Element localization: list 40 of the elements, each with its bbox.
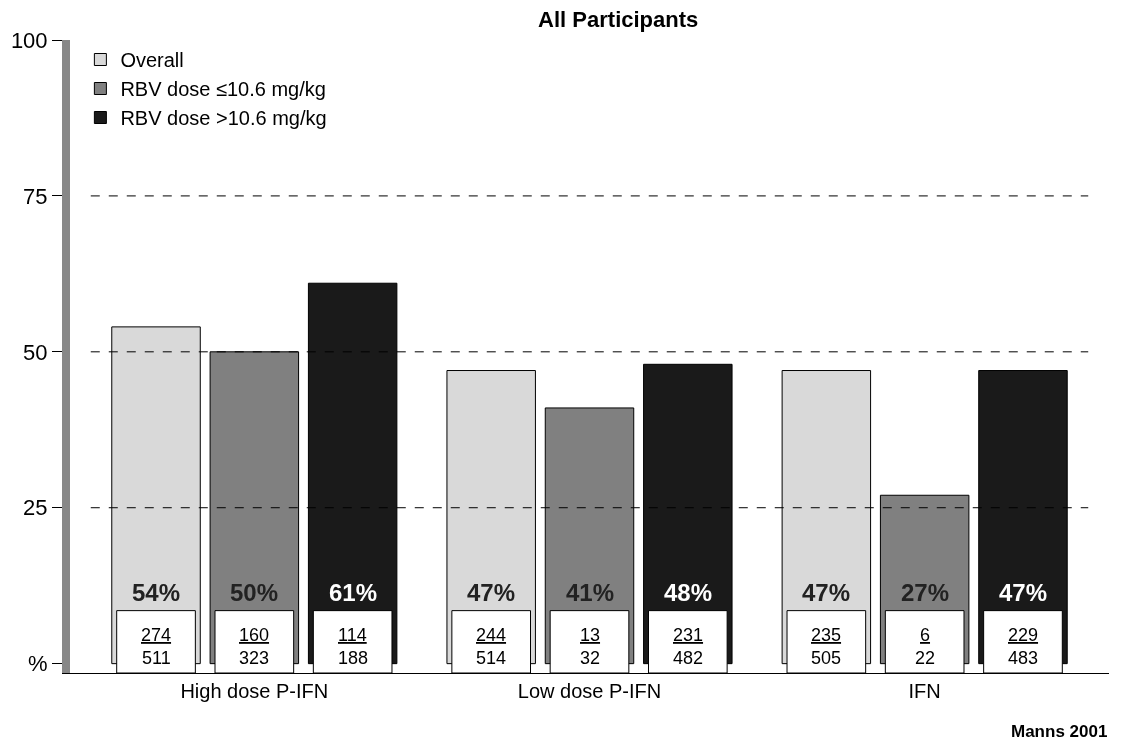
data-label: 54% [132,579,181,606]
annotation: 188 [338,648,369,668]
annotation: 13 [580,625,601,645]
data-label: 47% [999,579,1048,606]
x-tick-label: Low dose P-IFN [517,680,662,702]
y-tick-label: 75 [23,183,48,209]
legend-label: RBV dose >10.6 mg/kg [120,107,327,130]
annotation: 482 [673,648,704,668]
text: Manns 2001 [1011,722,1108,741]
annotation: 323 [239,648,270,668]
annotation: 160 [239,625,270,645]
annotation: 505 [811,648,842,668]
annotation: 229 [1008,625,1039,645]
data-label: 61% [329,579,378,606]
x-tick-label: IFN [908,680,941,702]
annotation: 231 [673,625,704,645]
annotation: 514 [476,648,507,668]
data-label: 41% [566,579,615,606]
annotation: 22 [915,648,936,668]
annotation: 244 [476,625,507,645]
data-label: 48% [664,579,713,606]
x-tick-label: High dose P-IFN [180,680,329,702]
annotation: 235 [811,625,842,645]
y-tick-label: 25 [23,495,48,521]
annotation: 274 [141,625,172,645]
data-label: 47% [802,579,851,606]
data-label: 27% [901,579,950,606]
annotation: 32 [580,648,601,668]
data-label: 50% [230,579,279,606]
chart-title: All Participants [538,6,699,32]
legend-label: Overall [120,49,184,72]
annotation: 114 [338,625,367,645]
legend-label: RBV dose ≤10.6 mg/kg [120,78,326,101]
annotation: 511 [142,648,171,668]
y-tick-label: 50 [23,339,48,365]
annotation: 483 [1008,648,1039,668]
y-tick-label: 100 [10,27,48,53]
y-tick-label: % [28,651,48,677]
annotation: 6 [920,625,931,645]
data-label: 47% [467,579,516,606]
